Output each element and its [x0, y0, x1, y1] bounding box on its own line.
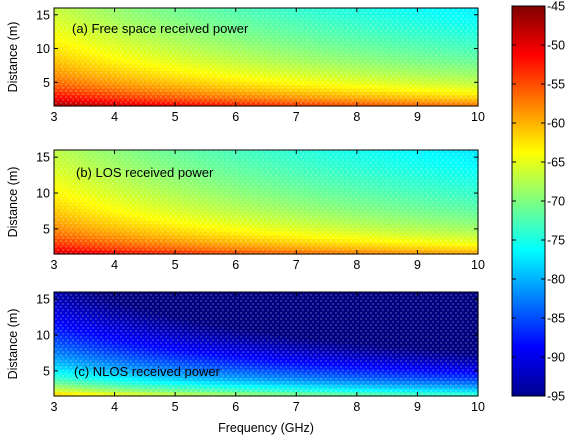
x-tick-label: 9 [414, 110, 421, 124]
x-tick-label: 6 [232, 110, 239, 124]
panel-free-space: 3 4 5 6 7 8 9 10 5 10 15 (a) Free space received … [6, 8, 485, 124]
panel-los: 3 4 5 6 7 8 9 10 5 10 15 (b) LOS received power D… [6, 150, 485, 272]
x-tick-label: 7 [293, 258, 300, 272]
x-tick-label: 5 [172, 258, 179, 272]
x-tick-label: 8 [353, 110, 360, 124]
x-tick-label: 6 [232, 258, 239, 272]
y-tick-label: 10 [36, 187, 50, 201]
y-tick-label: 15 [36, 8, 50, 22]
x-tick-label: 10 [471, 258, 485, 272]
y-axis-label: Distance (m) [6, 22, 20, 93]
panel-title-free-space: (a) Free space received power [72, 21, 249, 36]
y-tick-label: 5 [43, 222, 50, 236]
y-tick-label: 5 [43, 76, 50, 90]
x-tick-label: 4 [111, 258, 118, 272]
x-tick-label: 10 [471, 110, 485, 124]
x-tick-label: 5 [172, 110, 179, 124]
x-tick-label: 9 [414, 258, 421, 272]
y-tick-label: 15 [36, 151, 50, 165]
x-tick-label: 8 [353, 258, 360, 272]
y-tick-label: 10 [36, 42, 50, 56]
x-tick-label: 7 [293, 110, 300, 124]
x-tick-label: 4 [111, 110, 118, 124]
y-axis-label: Distance (m) [6, 167, 20, 238]
panel-title-los: (b) LOS received power [76, 165, 214, 180]
x-tick-label: 3 [51, 110, 58, 124]
x-tick-label: 3 [51, 258, 58, 272]
